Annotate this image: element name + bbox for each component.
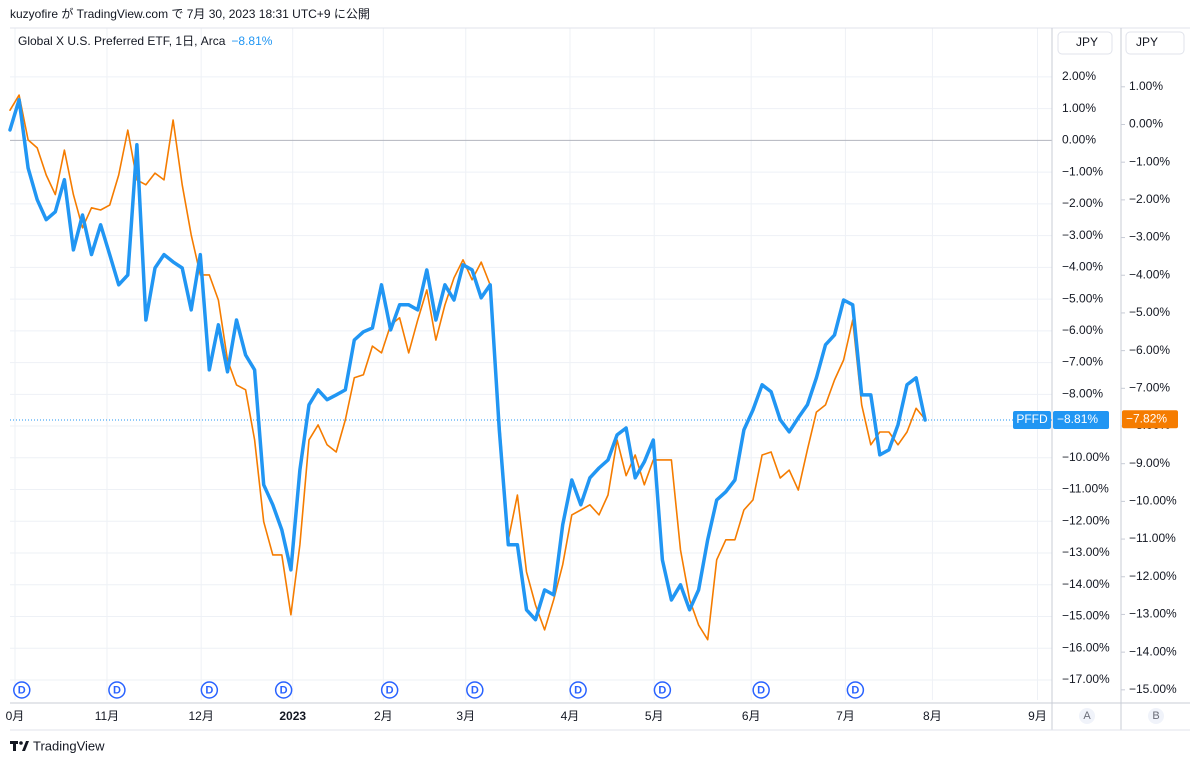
logo-slash — [22, 741, 29, 751]
logo-stem — [13, 741, 16, 751]
legend: Global X U.S. Preferred ETF, 1日, Arca −8.… — [18, 34, 273, 48]
event-marker — [569, 681, 587, 699]
x-tick-label: 2023 — [279, 709, 306, 723]
logo-dot — [19, 741, 23, 745]
y-tick-label: 2.00% — [1062, 69, 1096, 83]
event-marker — [653, 681, 672, 699]
y2-tick-label: −7.00% — [1129, 380, 1170, 394]
y2-tick-label: −1.00% — [1129, 154, 1170, 168]
y-tick-label: −16.00% — [1062, 640, 1110, 654]
y-tick-label: −17.00% — [1062, 672, 1110, 686]
series-name: PFFD — [1016, 412, 1048, 426]
y2-tick-label: −5.00% — [1129, 305, 1170, 319]
event-label: D — [471, 684, 479, 696]
x-tick-label: 0月 — [6, 709, 25, 723]
y2-tick-label: −3.00% — [1129, 230, 1170, 244]
x-tick-label: 9月 — [1028, 709, 1047, 723]
y2-tick-label: 1.00% — [1129, 79, 1163, 93]
y-tick-label: 1.00% — [1062, 101, 1096, 115]
event-marker — [108, 681, 126, 699]
event-label: D — [18, 684, 26, 696]
event-marker — [274, 681, 293, 699]
event-marker — [380, 681, 399, 699]
legend-title: Global X U.S. Preferred ETF, 1日, Arca — [18, 34, 226, 48]
logo — [10, 741, 29, 751]
y2-tick-label: −2.00% — [1129, 192, 1170, 206]
y-tick-label: −13.00% — [1062, 545, 1110, 559]
last-value-tag — [1122, 410, 1178, 429]
axis-b-name[interactable]: B — [1152, 710, 1159, 722]
y-tick-label: −12.00% — [1062, 513, 1110, 527]
y2-tick-label: −9.00% — [1129, 456, 1170, 470]
x-tick-label: 5月 — [645, 709, 664, 723]
y2-tick-label: −6.00% — [1129, 343, 1170, 357]
y-tick-label: −2.00% — [1062, 196, 1103, 210]
event-marker — [200, 681, 219, 699]
grid — [10, 28, 1052, 700]
event-marker — [846, 681, 865, 699]
event-marker — [752, 681, 770, 699]
x-tick-label: 6月 — [742, 709, 761, 723]
event-label: D — [280, 684, 288, 696]
series-line — [8, 97, 927, 622]
y-tick-label: −7.00% — [1062, 355, 1103, 369]
event-label: D — [113, 684, 121, 696]
legend-change: −8.81% — [231, 34, 272, 48]
unit-a[interactable]: JPY — [1076, 35, 1098, 49]
x-tick-label: 4月 — [561, 709, 580, 723]
event-label: D — [386, 684, 394, 696]
unit-box-b[interactable] — [1125, 31, 1185, 55]
y-tick-label: 0.00% — [1062, 133, 1096, 147]
y2-tick-label: −4.00% — [1129, 267, 1170, 281]
series-name-tag — [1013, 411, 1051, 430]
y-tick-label: −6.00% — [1062, 323, 1103, 337]
footer: TradingView — [33, 738, 105, 753]
unit-box-a[interactable] — [1057, 31, 1113, 55]
last-value-tag — [1053, 411, 1109, 430]
y2-tick-label: −13.00% — [1129, 607, 1177, 621]
x-tick-label: 8月 — [923, 709, 942, 723]
y2-tick-label: −10.00% — [1129, 494, 1177, 508]
series-line — [9, 94, 926, 641]
axis-a-name[interactable]: A — [1083, 710, 1091, 722]
event-label: D — [574, 684, 582, 696]
last-value-label: −8.81% — [1057, 412, 1098, 426]
event-marker — [13, 681, 31, 699]
y2-tick-label: −14.00% — [1129, 644, 1177, 658]
event-label: D — [757, 684, 765, 696]
y2-tick-label: −15.00% — [1129, 682, 1177, 696]
event-marker — [466, 681, 484, 699]
x-tick-label: 2月 — [374, 709, 393, 723]
y2-tick-label: 0.00% — [1129, 117, 1163, 131]
y-tick-label: −3.00% — [1062, 228, 1103, 242]
unit-b[interactable]: JPY — [1136, 35, 1158, 49]
y-tick-label: −4.00% — [1062, 260, 1103, 274]
x-tick-label: 3月 — [456, 709, 475, 723]
y-tick-label: −8.00% — [1062, 386, 1103, 400]
y2-tick-label: −12.00% — [1129, 569, 1177, 583]
y-tick-label: −11.00% — [1062, 482, 1109, 496]
axis-b-button[interactable] — [1148, 708, 1164, 724]
event-label: D — [205, 684, 213, 696]
y-tick-label: −15.00% — [1062, 609, 1110, 623]
x-tick-label: 12月 — [189, 709, 214, 723]
y-tick-label: −10.00% — [1062, 450, 1110, 464]
y-tick-label: −14.00% — [1062, 577, 1110, 591]
event-label: D — [658, 684, 666, 696]
axis-a-button[interactable] — [1079, 708, 1095, 724]
event-label: D — [851, 684, 859, 696]
y2-tick-label: −11.00% — [1129, 531, 1176, 545]
header: kuzyofire が TradingView.com で 7月 30, 202… — [10, 6, 370, 21]
x-tick-label: 7月 — [836, 709, 855, 723]
x-tick-label: 11月 — [95, 709, 119, 723]
y-tick-label: −5.00% — [1062, 291, 1103, 305]
y-tick-label: −1.00% — [1062, 164, 1103, 178]
last-value-label: −7.82% — [1126, 411, 1167, 425]
